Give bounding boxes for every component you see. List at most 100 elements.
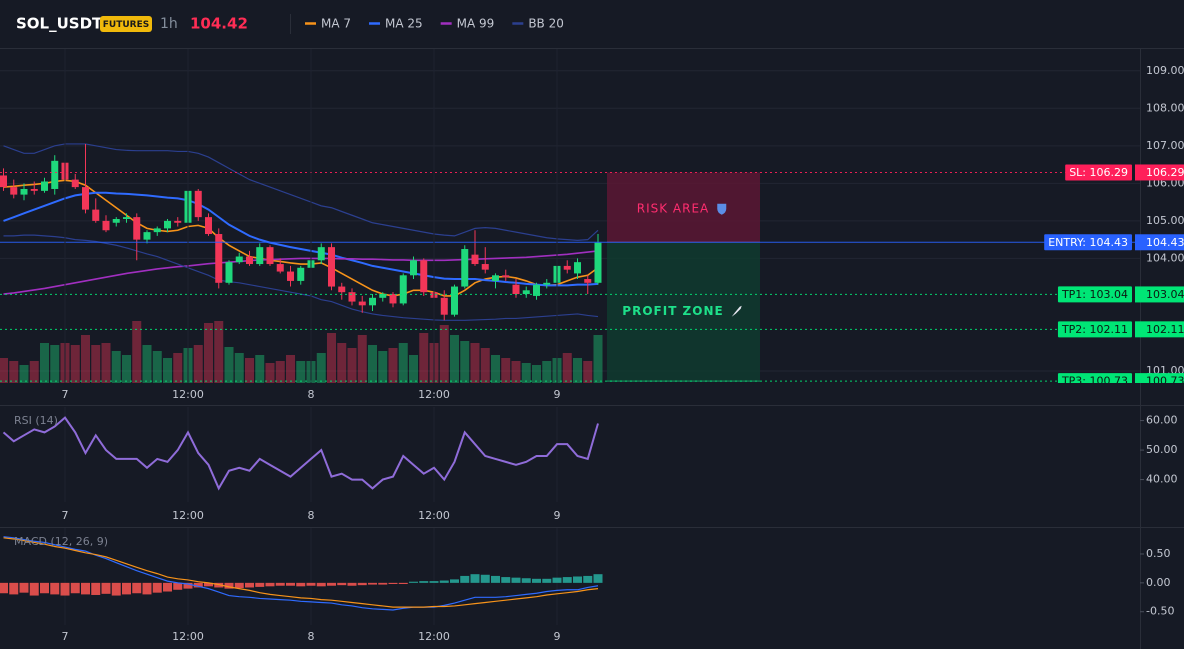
macd-histogram-bar [101,582,111,594]
candle-body [102,220,110,231]
candle-body [133,217,141,240]
macd-histogram-bar [337,582,347,586]
level-tag: TP1: 103.04 [1061,288,1128,301]
macd-histogram-bar [183,582,193,589]
x-tick-label: 9 [554,388,561,401]
macd-histogram-bar [521,578,531,583]
candle-body [276,264,284,272]
macd-histogram-bar [398,582,408,585]
candle-body [10,187,18,195]
macd-histogram-bar [275,582,285,586]
macd-histogram-bar [306,582,316,586]
level-axis-label: 103.04 [1146,288,1184,301]
macd-histogram-bar [368,582,377,585]
candle-body [92,209,100,221]
candle-body [164,220,171,229]
y-tick-label: 50.00 [1146,443,1178,456]
level-tag-bg [1057,321,1132,338]
badge-bg [100,16,152,32]
candle-body [215,234,223,283]
macd-histogram-bar [378,582,388,585]
candle-body [0,175,7,188]
level-axis-label: 104.43 [1146,236,1184,249]
volume-bar [501,358,511,383]
shield-icon [717,203,727,215]
candle-body [328,247,335,287]
x-tick-label: 8 [308,509,315,522]
volume-bar [132,321,142,383]
legend-label: BB 20 [528,17,564,31]
macd-histogram-bar [50,582,60,595]
level-axis-label: 100.73 [1146,375,1184,388]
y-tick-label: 40.00 [1146,473,1178,486]
candle-body [235,256,243,263]
legend-label: MA 99 [457,17,495,31]
zone [607,172,760,243]
volume-bar [286,355,295,383]
volume-bar [542,361,552,383]
macd-histogram-bar [296,582,306,587]
candle-body [348,292,356,302]
macd-histogram-bar [173,582,183,590]
x-tick-label: 12:00 [172,630,204,643]
volume-bar [214,321,224,383]
volume-bar [265,363,275,383]
level-tag-bg [1065,164,1132,181]
macd-histogram-bar [286,582,295,586]
macd-histogram-bar [132,582,142,594]
candle-body [369,297,376,306]
y-tick-label: 107.00 [1146,139,1184,152]
x-tick-label: 7 [62,630,69,643]
candle-body [225,262,233,283]
candle-body [502,275,510,278]
macd-histogram-bar [583,575,593,583]
ma-line [3,191,599,287]
x-tick-label: 7 [62,388,69,401]
level-tag-bg [1044,234,1132,251]
candle-body [379,294,387,298]
volume-bar [234,353,244,383]
macd-histogram-bar [347,582,357,586]
pane-title: RSI (14) [14,414,58,427]
macd-histogram-bar [265,582,275,587]
macd-histogram-bar [245,582,254,588]
y-tick-label: 109.00 [1146,64,1184,77]
candle-body [338,286,346,293]
macd-histogram-bar [70,582,80,594]
x-tick-label: 7 [62,509,69,522]
candle-body [297,267,305,281]
candle-body [41,181,48,191]
candle-body [71,179,79,188]
macd-histogram-bar [532,578,541,583]
interval: 1h [160,16,178,32]
candle-body [399,275,407,304]
candle-body [194,190,202,218]
volume-bar [40,343,49,383]
macd-histogram-bar [111,582,121,596]
macd-histogram-bar [573,576,582,583]
level-tag-bg [1057,373,1132,383]
candle-body [123,217,130,220]
candle-body [512,284,520,295]
macd-histogram-bar [552,577,562,583]
macd-histogram-bar [316,582,326,587]
volume-bar [173,353,183,383]
macd-histogram-bar [29,582,39,596]
candle-body [317,247,325,261]
rocket-icon [731,305,742,317]
macd-histogram-bar [593,574,603,583]
zone [607,242,760,382]
macd-histogram-bar [419,581,429,583]
candle-body [533,284,540,296]
volume-bar [101,343,111,383]
volume-bar [255,355,265,383]
macd-histogram-bar [409,581,418,583]
level-axis-bg [1135,373,1184,383]
volume-bar [480,348,490,383]
rsi-line [2,416,599,491]
volume-bar [337,343,347,383]
macd-histogram-bar [357,582,367,586]
